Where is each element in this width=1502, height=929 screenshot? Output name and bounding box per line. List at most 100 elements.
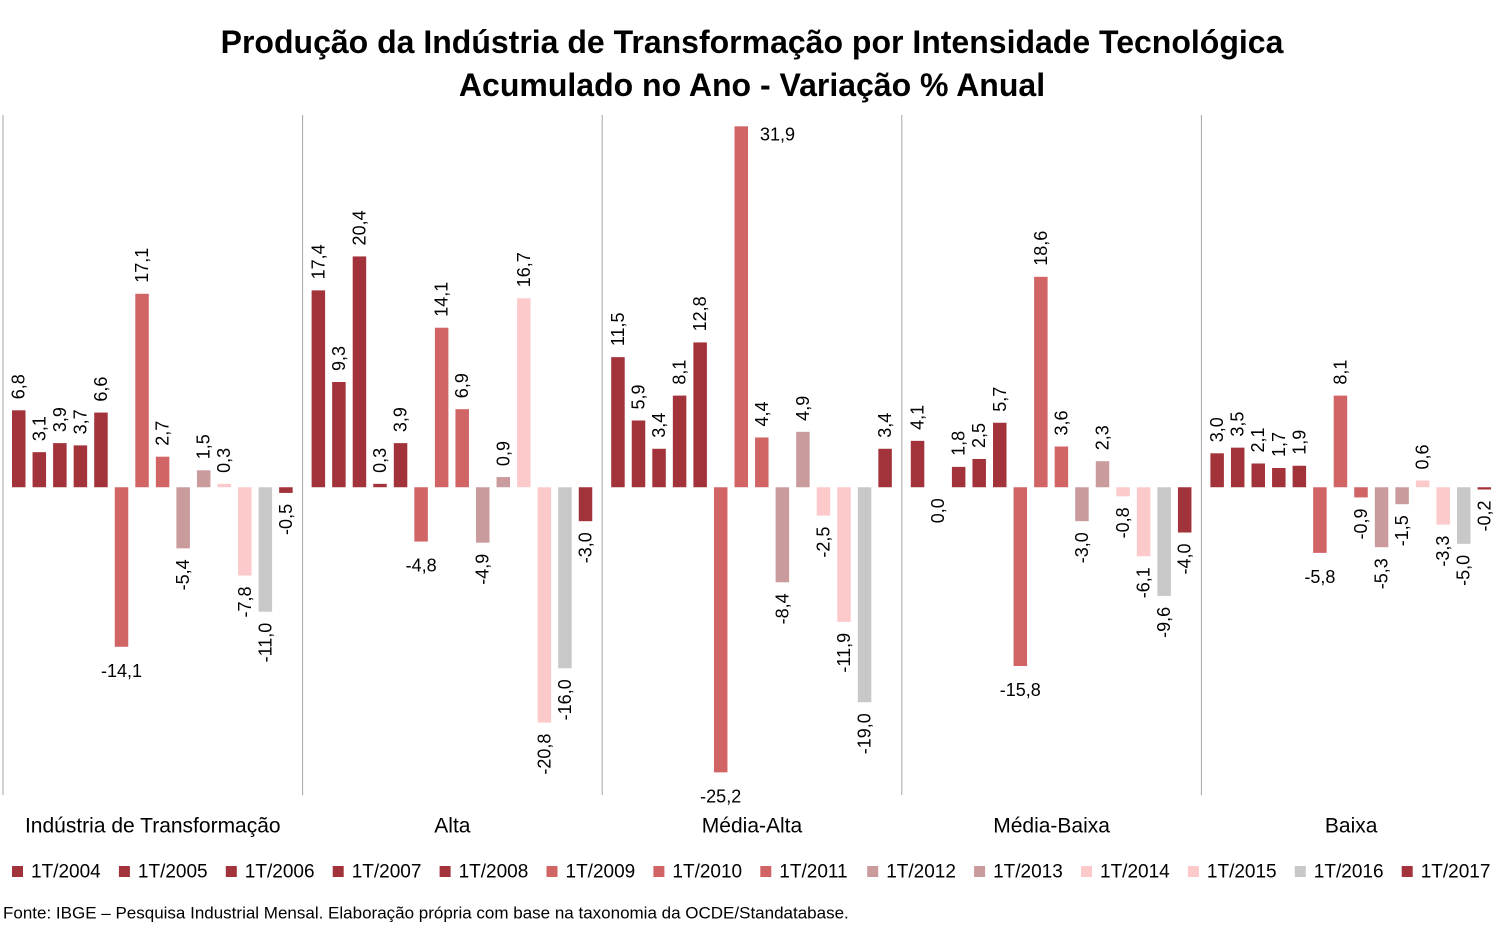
data-label-1t-2011-industria-de-transformacao: 2,7 bbox=[153, 421, 173, 446]
legend-label: 1T/2011 bbox=[779, 862, 847, 883]
data-label-1t-2009-industria-de-transformacao: -14,1 bbox=[101, 661, 142, 681]
legend-swatch bbox=[12, 866, 23, 877]
data-label-1t-2015-baixa: -3,3 bbox=[1433, 536, 1453, 567]
legend-swatch bbox=[867, 866, 879, 877]
legend-item-1t-2011: 1T/2011 bbox=[760, 862, 848, 883]
legend-swatch bbox=[1081, 866, 1092, 877]
bar-1t-2006-baixa bbox=[1251, 463, 1265, 488]
data-label-1t-2011-media-baixa: 3,6 bbox=[1051, 410, 1071, 435]
data-label-1t-2005-media-alta: 5,9 bbox=[629, 384, 649, 409]
data-label-1t-2010-alta: 14,1 bbox=[432, 282, 452, 317]
legend-swatch bbox=[974, 866, 986, 877]
bar-1t-2005-media-alta bbox=[631, 420, 646, 488]
legend-swatch bbox=[118, 866, 130, 877]
bar-1t-2016-industria-de-transformacao bbox=[258, 487, 273, 612]
data-label-1t-2016-media-baixa: -9,6 bbox=[1154, 607, 1174, 638]
legend-item-1t-2016: 1T/2016 bbox=[1294, 862, 1384, 883]
bar-1t-2011-baixa bbox=[1354, 487, 1368, 498]
category-label-media-baixa: Média-Baixa bbox=[993, 815, 1110, 838]
bar-1t-2011-alta bbox=[455, 409, 469, 488]
data-label-1t-2013-industria-de-transformacao: 1,5 bbox=[194, 434, 214, 459]
data-label-1t-2005-baixa: 3,5 bbox=[1228, 412, 1248, 437]
data-label-1t-2006-media-baixa: 1,8 bbox=[949, 431, 969, 456]
bar-1t-2011-media-alta bbox=[755, 437, 769, 488]
bar-1t-2008-industria-de-transformacao bbox=[94, 412, 108, 488]
legend-swatch bbox=[760, 866, 772, 877]
bar-1t-2010-alta bbox=[434, 327, 449, 488]
data-label-1t-2004-industria-de-transformacao: 6,8 bbox=[9, 374, 29, 399]
bar-1t-2010-industria-de-transformacao bbox=[135, 293, 149, 488]
legend-label: 1T/2012 bbox=[886, 862, 956, 883]
data-label-1t-2015-media-baixa: -6,1 bbox=[1134, 567, 1154, 598]
bar-1t-2004-industria-de-transformacao bbox=[12, 410, 26, 488]
bar-1t-2007-media-baixa bbox=[972, 458, 986, 488]
legend-label: 1T/2008 bbox=[459, 862, 529, 883]
bar-1t-2006-industria-de-transformacao bbox=[53, 443, 67, 488]
data-label-1t-2016-media-alta: -19,0 bbox=[855, 713, 875, 754]
data-label-1t-2014-media-alta: -2,5 bbox=[813, 527, 833, 558]
bar-1t-2011-industria-de-transformacao bbox=[155, 456, 170, 488]
data-label-1t-2015-alta: -20,8 bbox=[534, 734, 554, 775]
bar-1t-2004-media-alta bbox=[611, 357, 625, 488]
bar-1t-2015-media-alta bbox=[837, 487, 851, 622]
bar-1t-2008-alta bbox=[393, 443, 408, 488]
data-label-1t-2008-industria-de-transformacao: 6,6 bbox=[91, 377, 111, 402]
data-label-1t-2006-media-alta: 3,4 bbox=[649, 413, 669, 438]
legend-swatch bbox=[1187, 866, 1199, 877]
data-label-1t-2013-media-baixa: 2,3 bbox=[1093, 425, 1113, 450]
data-label-1t-2011-baixa: -0,9 bbox=[1351, 508, 1371, 539]
data-labels: 6,8 17,4 11,5 4,1 3,0 3,1 9,3 5,9 0,0 3,5 3,9 20,4 3… bbox=[9, 124, 1495, 806]
chart-title: Produção da Indústria de Transformação p… bbox=[221, 24, 1284, 60]
bar-1t-2007-alta bbox=[373, 483, 387, 488]
legend-item-1t-2012: 1T/2012 bbox=[867, 862, 956, 883]
data-label-1t-2012-media-baixa: -3,0 bbox=[1072, 532, 1092, 563]
bar-1t-2017-industria-de-transformacao bbox=[279, 487, 293, 493]
bar-1t-2017-media-alta bbox=[878, 448, 892, 488]
bar-1t-2007-media-alta bbox=[672, 395, 687, 488]
data-label-1t-2007-industria-de-transformacao: 3,7 bbox=[70, 409, 90, 434]
chart-subtitle: Acumulado no Ano - Variação % Anual bbox=[459, 67, 1045, 103]
legend-item-1t-2010: 1T/2010 bbox=[653, 862, 742, 883]
data-label-1t-2015-media-alta: -11,9 bbox=[834, 633, 854, 673]
bar-1t-2008-media-baixa bbox=[993, 422, 1007, 488]
bar-1t-2013-media-baixa bbox=[1095, 461, 1110, 488]
bar-1t-2010-baixa bbox=[1333, 395, 1348, 488]
data-label-1t-2009-media-baixa: -15,8 bbox=[1000, 680, 1041, 700]
bar-1t-2008-baixa bbox=[1292, 465, 1307, 488]
bar-1t-2010-media-baixa bbox=[1034, 276, 1048, 488]
bar-1t-2017-media-baixa bbox=[1177, 487, 1192, 533]
bar-1t-2009-media-alta bbox=[713, 487, 728, 773]
data-label-1t-2016-industria-de-transformacao: -11,0 bbox=[255, 623, 275, 663]
legend-swatch bbox=[1401, 866, 1413, 877]
legend-label: 1T/2015 bbox=[1207, 862, 1277, 883]
bar-1t-2014-industria-de-transformacao bbox=[217, 483, 231, 488]
data-label-1t-2014-baixa: 0,6 bbox=[1413, 444, 1433, 469]
bar-1t-2016-baixa bbox=[1457, 487, 1471, 544]
data-label-1t-2009-media-alta: -25,2 bbox=[700, 786, 741, 806]
data-label-1t-2007-media-baixa: 2,5 bbox=[969, 423, 989, 448]
data-label-1t-2009-baixa: -5,8 bbox=[1304, 567, 1335, 587]
legend-swatch bbox=[1294, 866, 1306, 877]
data-label-1t-2006-alta: 20,4 bbox=[349, 210, 369, 245]
bar-1t-2014-media-baixa bbox=[1116, 487, 1130, 497]
bar-1t-2013-baixa bbox=[1395, 487, 1409, 505]
legend: 1T/2004 1T/2005 1T/2006 1T/2007 1T/2008 1T/20… bbox=[12, 862, 1490, 883]
data-label-1t-2010-baixa: 8,1 bbox=[1330, 360, 1350, 385]
bar-1t-2016-media-alta bbox=[857, 487, 872, 703]
legend-label: 1T/2004 bbox=[31, 862, 101, 883]
bar-1t-2011-media-baixa bbox=[1054, 446, 1069, 488]
data-label-1t-2006-industria-de-transformacao: 3,9 bbox=[50, 407, 70, 432]
data-label-1t-2016-alta: -16,0 bbox=[555, 679, 575, 720]
bar-1t-2014-media-alta bbox=[816, 487, 831, 516]
bar-1t-2004-media-baixa bbox=[910, 440, 925, 488]
legend-swatch bbox=[546, 866, 558, 877]
bar-1t-2015-media-baixa bbox=[1136, 487, 1151, 557]
data-label-1t-2007-alta: 0,3 bbox=[370, 448, 390, 473]
legend-label: 1T/2017 bbox=[1421, 862, 1491, 883]
data-label-1t-2014-industria-de-transformacao: 0,3 bbox=[214, 448, 234, 473]
legend-label: 1T/2010 bbox=[672, 862, 742, 883]
bar-1t-2017-alta bbox=[578, 487, 593, 522]
legend-label: 1T/2007 bbox=[352, 862, 422, 883]
data-label-1t-2012-media-alta: -8,4 bbox=[772, 593, 792, 624]
